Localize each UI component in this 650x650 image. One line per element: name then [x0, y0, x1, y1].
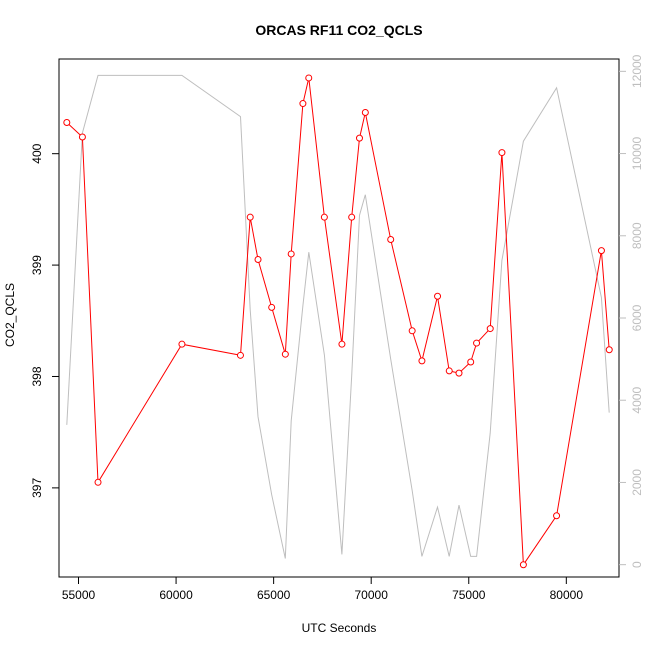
y2-tick-label: 4000	[630, 387, 644, 414]
data-point	[305, 74, 313, 82]
data-point	[455, 369, 463, 377]
axes-layer: 55000 60000 65000 70000 75000 800003973983994…	[30, 54, 644, 602]
data-point	[287, 250, 295, 258]
data-point	[94, 478, 102, 486]
chart-title: ORCAS RF11 CO2_QCLS	[255, 22, 422, 38]
data-point	[63, 118, 71, 126]
data-point	[178, 340, 186, 348]
data-point	[387, 235, 395, 243]
series-red-layer	[63, 74, 613, 569]
series-gray-layer	[66, 74, 610, 559]
data-point	[78, 133, 86, 141]
y2-tick-label: 2000	[630, 469, 644, 496]
data-point	[408, 327, 416, 335]
y2-tick-label: 8000	[630, 222, 644, 249]
y-axis-label: CO2_QCLS	[3, 283, 17, 347]
data-point	[281, 350, 289, 358]
y-tick-label: 399	[30, 255, 44, 275]
data-point	[299, 100, 307, 108]
data-point	[519, 561, 527, 569]
data-point	[498, 149, 506, 157]
data-point	[254, 256, 262, 264]
data-point	[361, 108, 369, 116]
y2-tick-label: 6000	[630, 304, 644, 331]
data-point	[268, 303, 276, 311]
data-point	[236, 351, 244, 359]
data-point	[348, 213, 356, 221]
data-point	[486, 325, 494, 333]
data-point	[418, 357, 426, 365]
x-tick-label: 75000	[452, 588, 486, 602]
series-line-gray	[66, 74, 610, 559]
y-tick-label: 400	[30, 143, 44, 163]
x-tick-label: 70000	[355, 588, 389, 602]
data-point	[553, 512, 561, 520]
x-tick-label: 55000	[62, 588, 96, 602]
data-point	[338, 340, 346, 348]
data-point	[246, 213, 254, 221]
data-point	[445, 367, 453, 375]
data-point	[434, 292, 442, 300]
y-tick-label: 397	[30, 478, 44, 498]
y2-tick-label: 12000	[630, 54, 644, 88]
x-tick-label: 60000	[159, 588, 193, 602]
data-point	[597, 247, 605, 255]
y2-tick-label: 10000	[630, 137, 644, 171]
y-tick-label: 398	[30, 366, 44, 386]
data-point	[355, 134, 363, 142]
data-point	[605, 346, 613, 354]
x-tick-label: 80000	[550, 588, 584, 602]
series-line-red	[66, 77, 610, 567]
data-point	[467, 358, 475, 366]
x-axis-label: UTC Seconds	[302, 621, 377, 635]
y2-tick-label: 0	[630, 561, 644, 568]
plot-frame	[58, 58, 620, 578]
data-point	[320, 213, 328, 221]
data-point	[473, 339, 481, 347]
x-tick-label: 65000	[257, 588, 291, 602]
